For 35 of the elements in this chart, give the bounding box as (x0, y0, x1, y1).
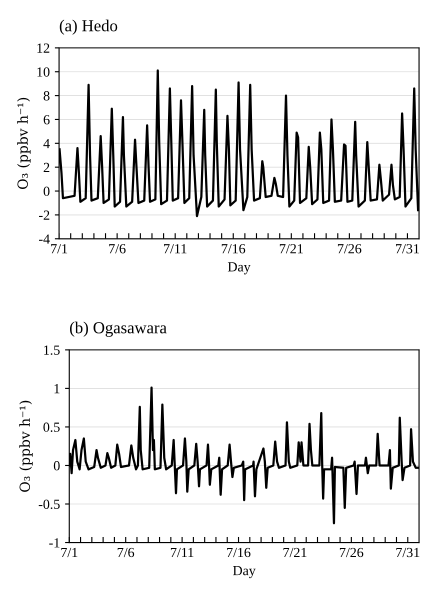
y-tick-label: 4 (43, 138, 50, 148)
x-tick-label: 7/26 (338, 244, 362, 254)
y-tick-label: 10 (37, 67, 50, 77)
x-tick-label: 7/16 (222, 244, 246, 254)
y-tick-label: -4 (38, 234, 50, 244)
y-axis-title: O₃ (ppbv h⁻¹) (17, 98, 31, 190)
x-axis-title: Day (228, 262, 251, 274)
y-tick-label: 1.5 (44, 346, 60, 355)
x-tick-label: 7/16 (227, 548, 250, 558)
y-tick-label: 6 (44, 115, 50, 124)
x-tick-label: 7/31 (396, 244, 419, 254)
y-tick-label: 8 (44, 91, 50, 101)
x-axis-title: Day (232, 566, 256, 578)
x-tick-label: 7/31 (396, 548, 420, 558)
x-tick-label: 7/1 (61, 548, 78, 558)
chart-title: (b) Ogasawara (70, 322, 167, 337)
chart-title: (a) Hedo (60, 20, 118, 35)
x-tick-label: 7/26 (340, 548, 364, 558)
y-tick-label: -0.5 (38, 500, 60, 510)
y-tick-label: 2 (44, 162, 50, 172)
y-tick-label: 0.5 (43, 422, 60, 432)
y-tick-label: -1 (49, 538, 60, 548)
y-tick-label: 0 (54, 461, 60, 470)
x-tick-label: 7/21 (280, 244, 303, 254)
y-tick-label: -2 (38, 210, 50, 220)
y-tick-label: 1 (54, 384, 60, 394)
x-tick-label: 7/1 (51, 244, 68, 254)
y-tick-label: 12 (37, 43, 50, 53)
x-tick-label: 7/11 (164, 244, 186, 254)
x-tick-label: 7/21 (284, 548, 306, 558)
x-tick-label: 7/6 (118, 548, 134, 558)
y-tick-label: 0 (44, 186, 50, 196)
y-axis-title: O₃ (ppbv h⁻¹) (19, 400, 33, 492)
x-tick-label: 7/11 (170, 548, 194, 558)
x-tick-label: 7/6 (109, 244, 126, 254)
